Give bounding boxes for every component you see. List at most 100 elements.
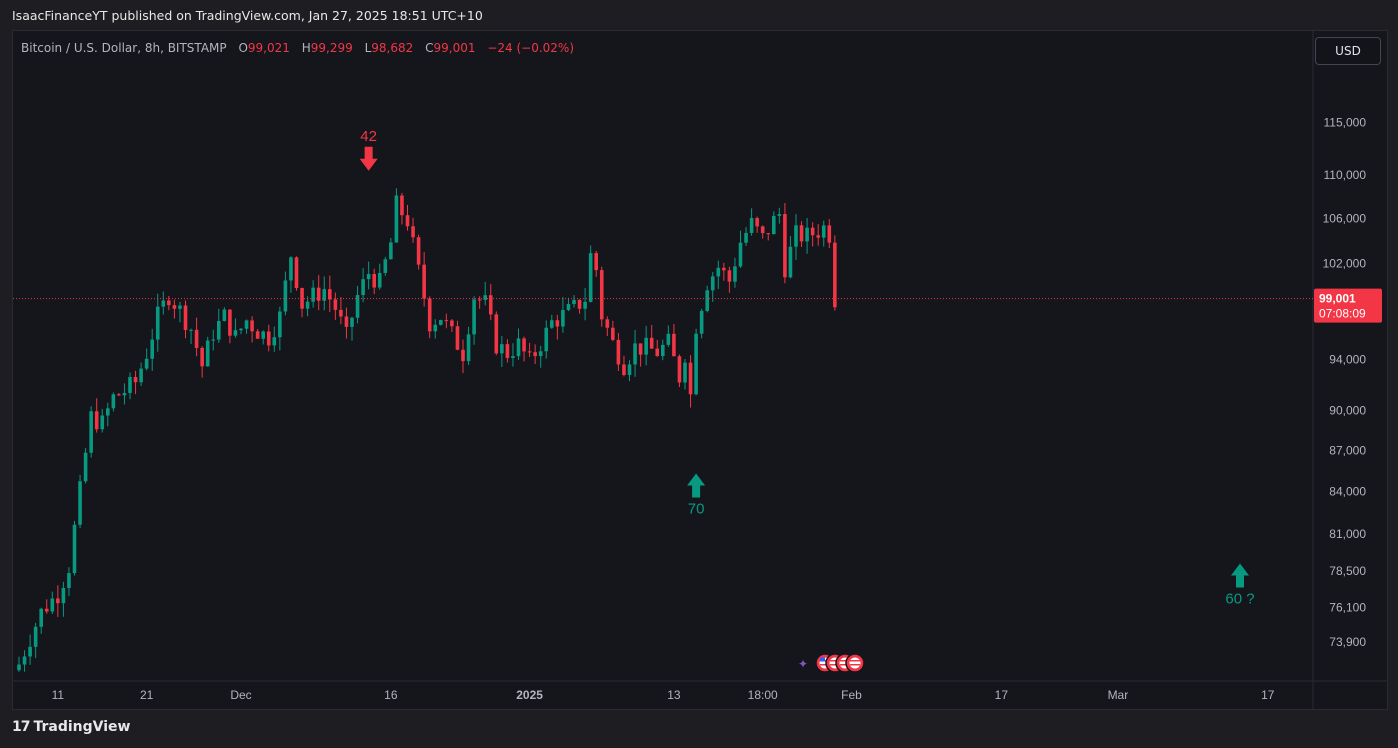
candle: [777, 207, 782, 224]
candle-body: [427, 298, 432, 332]
candle-body: [705, 290, 709, 311]
candle-body: [139, 368, 143, 383]
candle: [699, 308, 704, 339]
time-axis-label: 13: [667, 688, 681, 702]
candle: [83, 448, 88, 484]
price-axis-label: 73,900: [1329, 635, 1366, 649]
candle-body: [217, 320, 221, 340]
published-caption: IsaacFinanceYT published on TradingView.…: [12, 8, 483, 23]
candle: [827, 219, 832, 249]
candle-body: [122, 392, 127, 396]
candle-body: [783, 214, 787, 278]
arrow-down-shape: [359, 146, 378, 171]
candle-body: [733, 266, 737, 282]
candle: [799, 221, 804, 247]
candle-body: [22, 656, 27, 665]
candle-body: [683, 362, 687, 383]
arrow-up-icon: 60 ?: [1225, 563, 1255, 608]
candle: [483, 281, 487, 306]
candle: [655, 339, 660, 357]
candle: [344, 307, 349, 339]
candle: [611, 320, 615, 342]
candle-body: [439, 320, 443, 325]
candle: [738, 230, 743, 268]
candle: [500, 335, 504, 367]
candle: [200, 346, 204, 378]
candle-body: [611, 327, 615, 340]
candle: [94, 398, 99, 433]
candle-body: [655, 348, 660, 356]
candle: [416, 234, 421, 270]
candle-body: [100, 415, 105, 430]
candle-body: [766, 233, 771, 235]
candle: [716, 260, 721, 289]
price-axis-label: 102,000: [1323, 257, 1367, 271]
candle-body: [777, 214, 782, 216]
low-value: 98,682: [371, 41, 414, 55]
chart-panel[interactable]: 115,000 110,000 106,000 102,000 94,000 90,000…: [12, 30, 1388, 710]
candle: [710, 271, 715, 302]
candle: [133, 370, 138, 395]
time-axis-label: Dec: [230, 688, 251, 702]
candle-body: [233, 330, 238, 336]
candle-body: [194, 329, 199, 348]
arrow-up-shape: [687, 473, 706, 498]
candle-body: [250, 320, 254, 332]
candle-body: [161, 300, 166, 307]
candles: [17, 188, 837, 672]
candle: [283, 271, 288, 316]
candle-body: [200, 347, 204, 367]
candle-body: [377, 272, 382, 288]
candle-body: [339, 309, 343, 317]
candle: [516, 328, 521, 360]
candle-body: [744, 232, 748, 243]
flag-stripe: [840, 660, 850, 662]
candle-body: [39, 608, 43, 627]
candle: [749, 208, 754, 236]
candle: [461, 339, 465, 374]
candle-body: [239, 328, 243, 331]
candle-body: [67, 573, 71, 589]
candle-body: [533, 352, 537, 357]
open-label: O: [238, 41, 248, 55]
candle-body: [394, 195, 399, 243]
candle: [427, 296, 432, 339]
candle-body: [550, 320, 554, 328]
candle: [450, 319, 454, 333]
candle: [644, 325, 648, 366]
candle-body: [672, 333, 676, 357]
candle-body: [244, 320, 249, 329]
candle: [511, 343, 515, 367]
candle-body: [400, 195, 404, 216]
candle: [472, 296, 476, 345]
candle-body: [228, 309, 232, 336]
symbol-legend: Bitcoin / U.S. Dollar, 8h, BITSTAMP O99,…: [21, 41, 574, 55]
candle-body: [366, 273, 371, 280]
candle: [672, 323, 676, 357]
candle: [183, 300, 188, 339]
candle-body: [150, 339, 154, 359]
candle-body: [316, 287, 321, 301]
candle-body: [500, 344, 504, 354]
candle-body: [266, 331, 271, 346]
candle: [788, 235, 793, 279]
us-flag-icon: [845, 653, 865, 673]
candle: [78, 475, 82, 529]
candle-body: [622, 364, 626, 375]
candle-body: [444, 320, 449, 322]
time-axis-label: 2025: [516, 688, 543, 702]
candle-body: [577, 299, 582, 309]
currency-button[interactable]: USD: [1315, 37, 1381, 65]
flag-stripe: [840, 664, 850, 666]
candle: [627, 360, 632, 382]
candle-body: [588, 253, 593, 302]
candle: [322, 276, 327, 311]
candle-body: [167, 300, 171, 306]
candle: [833, 235, 837, 311]
candle-body: [483, 295, 487, 300]
flag-stripe: [850, 660, 860, 662]
candle: [816, 224, 820, 246]
flag-canton: [820, 657, 825, 662]
price-axis-label: 76,100: [1329, 600, 1366, 614]
candlestick-chart[interactable]: 115,000 110,000 106,000 102,000 94,000 90,000…: [13, 31, 1387, 709]
